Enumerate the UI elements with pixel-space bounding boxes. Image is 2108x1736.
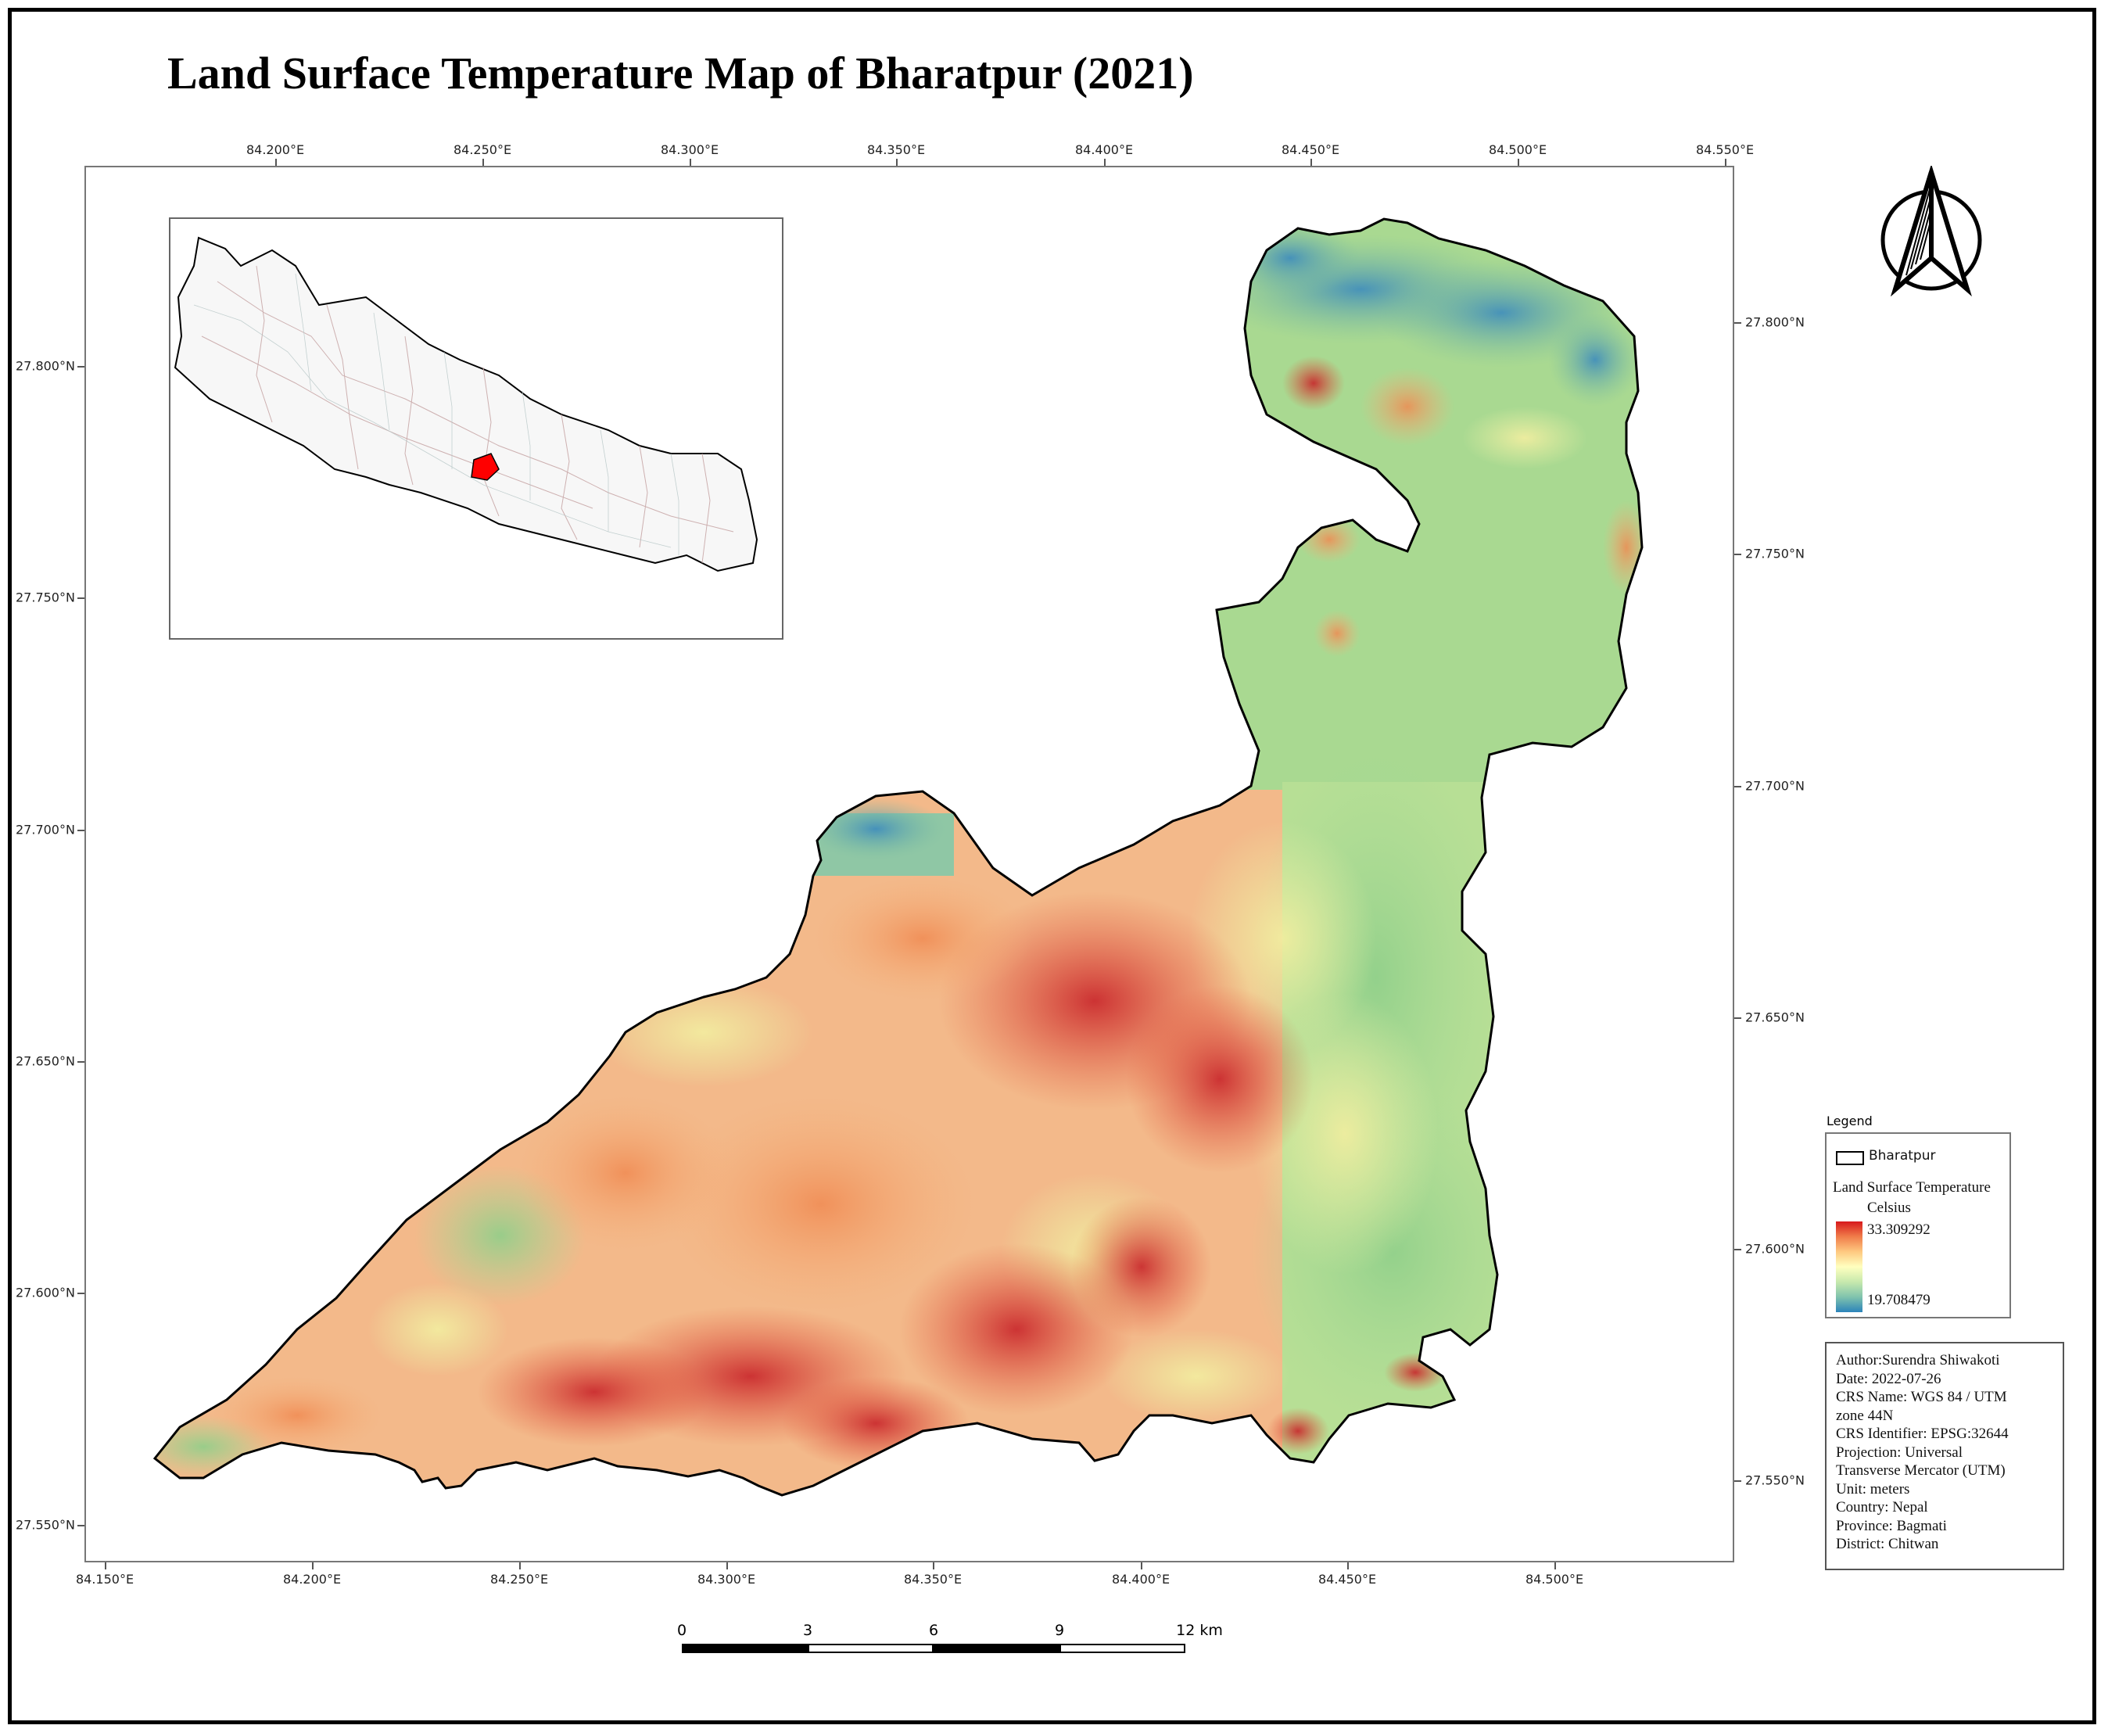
tick-mark — [105, 1562, 106, 1569]
bharatpur-highlight — [471, 453, 500, 481]
tick-mark — [77, 597, 84, 599]
tick-mark — [275, 159, 277, 166]
top-tick-label: 84.350°E — [866, 142, 926, 157]
tick-mark — [1734, 1480, 1741, 1482]
tick-mark — [1734, 1249, 1741, 1250]
tick-mark — [1104, 159, 1106, 166]
legend-layer-title: Land Surface Temperature — [1833, 1179, 1991, 1196]
tick-mark — [77, 366, 84, 368]
tick-mark — [1734, 786, 1741, 787]
tick-mark — [1725, 159, 1726, 166]
bottom-tick-label: 84.450°E — [1318, 1572, 1377, 1587]
scale-segment — [1059, 1644, 1185, 1653]
bottom-tick-label: 84.300°E — [697, 1572, 756, 1587]
tick-mark — [896, 159, 898, 166]
bottom-tick-label: 84.500°E — [1525, 1572, 1584, 1587]
bottom-tick-label: 84.200°E — [282, 1572, 342, 1587]
tick-mark — [1734, 1017, 1741, 1019]
map-extent-frame — [84, 166, 1734, 1562]
left-tick-label: 27.750°N — [16, 590, 75, 605]
left-tick-label: 27.600°N — [16, 1285, 75, 1300]
left-tick-label: 27.800°N — [16, 358, 75, 374]
tick-mark — [312, 1562, 314, 1569]
top-tick-label: 84.200°E — [246, 142, 305, 157]
inset-nepal-map — [174, 236, 758, 572]
tick-mark — [1554, 1562, 1556, 1569]
metadata-line: Date: 2022-07-26 — [1836, 1370, 1941, 1387]
scale-segment — [934, 1644, 1059, 1653]
scale-segment — [682, 1644, 808, 1653]
scale-label: 6 — [928, 1622, 939, 1639]
left-tick-label: 27.550°N — [16, 1517, 75, 1533]
metadata-box: Author:Surendra Shiwakoti Date: 2022-07-… — [1825, 1342, 2064, 1570]
metadata-line: Author:Surendra Shiwakoti — [1836, 1352, 2000, 1368]
metadata-line: Country: Nepal — [1836, 1499, 1928, 1515]
right-tick-label: 27.700°N — [1745, 778, 1805, 794]
right-tick-label: 27.600°N — [1745, 1241, 1805, 1257]
top-tick-label: 84.500°E — [1488, 142, 1547, 157]
tick-mark — [77, 1061, 84, 1063]
scale-bar: 0 3 6 9 12 km — [676, 1622, 1223, 1677]
metadata-line: CRS Name: WGS 84 / UTM — [1836, 1389, 2007, 1405]
tick-mark — [933, 1562, 934, 1569]
left-tick-label: 27.650°N — [16, 1053, 75, 1069]
legend-min-value: 19.708479 — [1867, 1292, 1931, 1308]
boundary-swatch — [1836, 1151, 1864, 1165]
tick-mark — [77, 1293, 84, 1294]
metadata-line: zone 44N — [1836, 1407, 1894, 1424]
tick-mark — [1734, 554, 1741, 555]
top-tick-label: 84.450°E — [1281, 142, 1340, 157]
scale-segment — [808, 1644, 934, 1653]
top-tick-label: 84.400°E — [1074, 142, 1134, 157]
tick-mark — [77, 830, 84, 831]
metadata-line: CRS Identifier: EPSG:32644 — [1836, 1426, 2009, 1442]
metadata-line: Transverse Mercator (UTM) — [1836, 1462, 2006, 1479]
tick-mark — [482, 159, 484, 166]
right-tick-label: 27.800°N — [1745, 314, 1805, 330]
left-tick-label: 27.700°N — [16, 822, 75, 838]
scale-label: 12 km — [1176, 1622, 1223, 1639]
right-tick-label: 27.650°N — [1745, 1010, 1805, 1025]
tick-mark — [1734, 322, 1741, 324]
scale-label: 3 — [802, 1622, 813, 1639]
bottom-tick-label: 84.150°E — [75, 1572, 134, 1587]
top-tick-label: 84.250°E — [453, 142, 512, 157]
map-title: Land Surface Temperature Map of Bharatpu… — [167, 48, 1194, 99]
legend-boundary-label: Bharatpur — [1869, 1148, 1936, 1164]
bottom-tick-label: 84.250°E — [489, 1572, 549, 1587]
tick-mark — [1141, 1562, 1142, 1569]
legend-heading: Legend — [1827, 1114, 1873, 1128]
color-ramp — [1836, 1221, 1862, 1312]
inset-map-frame — [169, 217, 783, 640]
north-arrow-icon — [1880, 166, 1982, 297]
metadata-line: Projection: Universal — [1836, 1444, 1963, 1461]
legend-max-value: 33.309292 — [1867, 1221, 1931, 1238]
right-tick-label: 27.750°N — [1745, 546, 1805, 561]
legend-box: Bharatpur Land Surface Temperature Celsi… — [1825, 1132, 2011, 1318]
metadata-line: Unit: meters — [1836, 1480, 1910, 1497]
scale-label: 9 — [1054, 1622, 1065, 1639]
tick-mark — [1310, 159, 1312, 166]
top-tick-label: 84.550°E — [1695, 142, 1755, 157]
metadata-line: Province: Bagmati — [1836, 1517, 1947, 1534]
bottom-tick-label: 84.400°E — [1111, 1572, 1171, 1587]
tick-mark — [1518, 159, 1519, 166]
legend-unit: Celsius — [1867, 1200, 1911, 1216]
right-tick-label: 27.550°N — [1745, 1472, 1805, 1488]
tick-mark — [519, 1562, 521, 1569]
tick-mark — [690, 159, 691, 166]
scale-label: 0 — [676, 1622, 687, 1639]
tick-mark — [1347, 1562, 1349, 1569]
top-tick-label: 84.300°E — [660, 142, 719, 157]
metadata-line: District: Chitwan — [1836, 1536, 1939, 1552]
tick-mark — [77, 1525, 84, 1526]
tick-mark — [726, 1562, 728, 1569]
bottom-tick-label: 84.350°E — [903, 1572, 963, 1587]
